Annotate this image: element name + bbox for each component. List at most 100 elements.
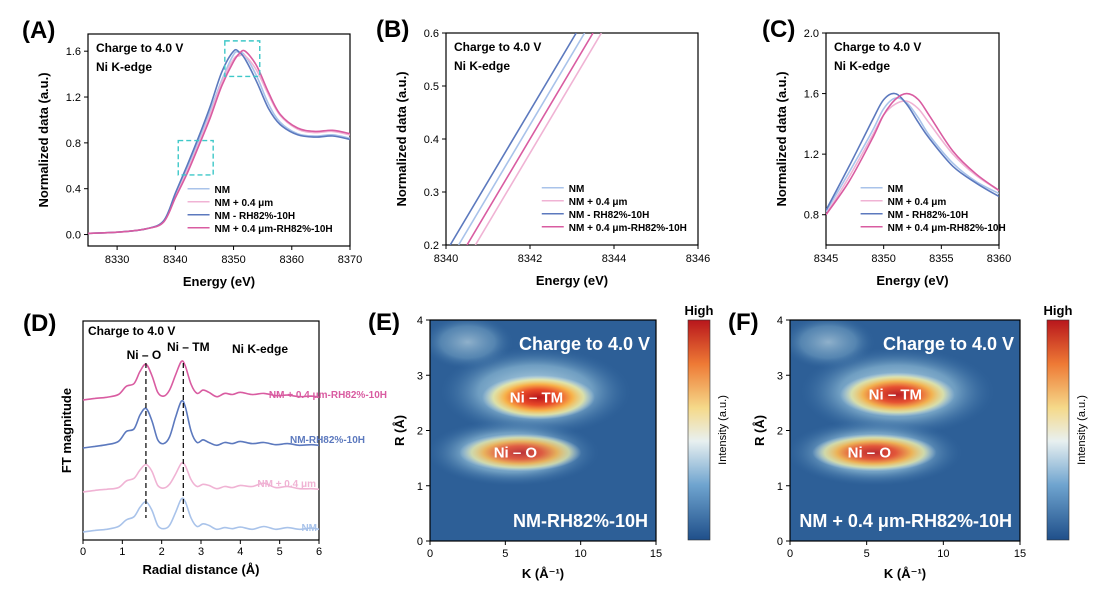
y-tick-label: 1.6 — [66, 46, 81, 58]
y-tick-label: 0.6 — [424, 28, 439, 40]
y-axis-title: R (Å) — [752, 415, 767, 446]
inset-edge-label: Ni K-edge — [232, 342, 288, 356]
ft-series-2 — [82, 399, 320, 449]
legend-label-0: NM — [569, 184, 585, 195]
y-axis-title: R (Å) — [392, 415, 407, 446]
x-axis-title: Energy (eV) — [876, 273, 948, 288]
y-tick-label: 3 — [777, 370, 783, 382]
y-tick-label: 2 — [417, 426, 423, 438]
series-group — [88, 48, 350, 235]
series-line-3 — [466, 33, 594, 245]
peak-label-ni-tm: Ni – TM — [167, 340, 210, 354]
x-tick-label: 5 — [864, 548, 870, 560]
series-line-3 — [88, 49, 350, 235]
x-tick-label: 8330 — [105, 254, 129, 266]
series-line-0 — [826, 97, 999, 213]
legend-label-0: NM — [888, 184, 904, 195]
legend-label-1: NM + 0.4 μm — [569, 197, 628, 208]
legend-label-3: NM + 0.4 μm-RH82%-10H — [215, 224, 333, 235]
legend-label-1: NM + 0.4 μm — [888, 197, 947, 208]
ft-series-0 — [82, 497, 320, 533]
y-tick-label: 2.0 — [804, 28, 819, 40]
legend-label-2: NM - RH82%-10H — [569, 210, 650, 221]
panel-letter-a: (A) — [22, 17, 55, 44]
y-tick-label: 0.2 — [424, 240, 439, 252]
lobe-1 — [459, 433, 582, 472]
x-tick-label: 8350 — [871, 253, 895, 265]
lobe-1 — [812, 433, 937, 472]
colorbar-title: Intensity (a.u.) — [1076, 395, 1088, 465]
panel-letter-c: (C) — [762, 16, 795, 43]
colorbar-high-label: High — [1044, 303, 1073, 318]
x-tick-label: 8350 — [221, 254, 245, 266]
x-axis-title: K (Å⁻¹) — [884, 566, 926, 581]
y-tick-label: 4 — [417, 315, 423, 327]
x-tick-label: 8344 — [602, 253, 626, 265]
y-axis-title: Normalized data (a.u.) — [36, 72, 51, 207]
y-tick-label: 4 — [777, 315, 783, 327]
legend-label-1: NM + 0.4 μm — [215, 198, 274, 209]
lobe-label-ni-o: Ni – O — [494, 445, 538, 462]
lobe-0 — [481, 375, 595, 420]
x-tick-label: 5 — [502, 548, 508, 560]
colorbar — [687, 319, 711, 541]
peak-label-ni-o: Ni – O — [127, 348, 162, 362]
legend-label-0: NM — [215, 185, 231, 196]
series-group — [826, 92, 999, 216]
x-tick-label: 0 — [787, 548, 793, 560]
y-tick-label: 3 — [417, 370, 423, 382]
halo-top — [790, 320, 875, 369]
panel-c-frame — [825, 32, 1000, 246]
y-tick-label: 0.3 — [424, 187, 439, 199]
panel-letter-f: (F) — [728, 309, 759, 336]
legend-label-3: NM + 0.4 μm-RH82%-10H — [888, 223, 1006, 234]
x-tick-label: 8355 — [929, 253, 953, 265]
y-tick-label: 0.4 — [66, 184, 81, 196]
ft-series-3 — [82, 360, 320, 401]
x-tick-label: 15 — [650, 548, 662, 560]
series-line-2 — [826, 92, 999, 211]
y-tick-label: 1 — [777, 481, 783, 493]
ft-series-1 — [82, 461, 320, 493]
x-tick-label: 0 — [80, 546, 86, 558]
x-tick-label: 1 — [119, 546, 125, 558]
series-line-3 — [826, 92, 999, 216]
heatmap-title: Charge to 4.0 V — [883, 334, 1014, 354]
zoom-box-peak — [224, 40, 261, 78]
colorbar-title: Intensity (a.u.) — [717, 395, 729, 465]
series-line-1 — [826, 100, 999, 216]
panel-letter-d: (D) — [23, 310, 56, 337]
y-tick-label: 1.2 — [804, 149, 819, 161]
heatmap-f — [790, 320, 1020, 541]
heatmap-sample-label: NM + 0.4 μm-RH82%-10H — [799, 511, 1012, 531]
lobe-label-ni-o: Ni – O — [848, 445, 892, 462]
plot-layer: 8330 8340 8350 8360 8370 0.0 0.4 0.8 1.2 1.6 Energ… — [22, 16, 1088, 581]
x-axis-title: K (Å⁻¹) — [522, 566, 564, 581]
inset-edge-label: Ni K-edge — [96, 60, 152, 74]
legend-label-2: NM - RH82%-10H — [215, 211, 296, 222]
y-tick-label: 0.5 — [424, 81, 439, 93]
x-tick-label: 5 — [277, 546, 283, 558]
series-line-2 — [449, 33, 577, 245]
x-tick-label: 3 — [198, 546, 204, 558]
y-tick-label: 0 — [777, 536, 783, 548]
x-tick-label: 6 — [316, 546, 322, 558]
x-tick-label: 15 — [1014, 548, 1026, 560]
x-axis-title: Energy (eV) — [183, 274, 255, 289]
inset-charge-label: Charge to 4.0 V — [454, 40, 541, 54]
ft-series-label-2: NM-RH82%-10H — [290, 435, 365, 446]
y-tick-label: 1 — [417, 481, 423, 493]
inset-edge-label: Ni K-edge — [454, 59, 510, 73]
legend-label-3: NM + 0.4 μm-RH82%-10H — [569, 223, 687, 234]
x-tick-label: 8360 — [987, 253, 1011, 265]
y-tick-label: 0.8 — [66, 138, 81, 150]
x-tick-label: 2 — [159, 546, 165, 558]
x-tick-label: 4 — [237, 546, 243, 558]
y-tick-label: 0.0 — [66, 230, 81, 242]
y-axis-title: Normalized data (a.u.) — [394, 71, 409, 206]
x-tick-label: 0 — [427, 548, 433, 560]
y-tick-label: 0.4 — [424, 134, 439, 146]
y-tick-label: 1.2 — [66, 92, 81, 104]
lobe-label-ni-tm: Ni – TM — [510, 389, 563, 406]
ft-series-label-3: NM + 0.4 μm-RH82%-10H — [269, 390, 387, 401]
